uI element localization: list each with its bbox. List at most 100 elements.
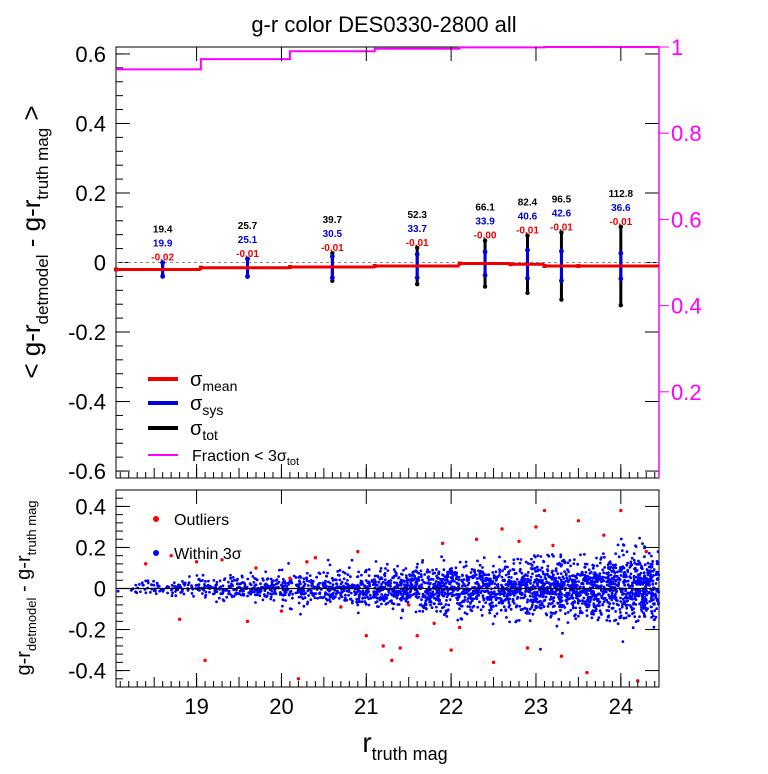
- legend-tot-label: σtot: [190, 418, 218, 443]
- tot-errorbar-cap: [482, 284, 488, 289]
- top-y-axis: 0.6 0.4 0.2 0 -0.2 -0.4 -0.6: [68, 42, 659, 484]
- tot-errorbar-cap: [414, 281, 420, 287]
- outlier-point: [602, 533, 606, 537]
- outlier-point: [542, 508, 547, 513]
- right-y-tick-label: 0.4: [671, 294, 702, 319]
- x-axis-title: rtruth mag: [362, 727, 447, 764]
- top-y-tick-label: -0.6: [68, 459, 106, 484]
- bin-label-sys: 19.9: [153, 239, 173, 250]
- bin-label-sys: 42.6: [552, 208, 572, 219]
- outlier-point: [474, 537, 479, 541]
- tot-errorbar-cap: [414, 245, 420, 250]
- sys-errorbar-cap: [559, 278, 564, 284]
- mean-bin-edge-marker: [198, 265, 203, 270]
- legend-outlier-marker: [153, 516, 159, 522]
- sys-errorbar-cap: [482, 249, 488, 255]
- right-y-tick-label: 0.2: [671, 380, 702, 405]
- bin-label-sys: 25.1: [238, 235, 258, 246]
- bin-label-tot: 112.8: [609, 189, 634, 200]
- outlier-point: [491, 660, 496, 665]
- outlier-point: [220, 558, 224, 562]
- outlier-point: [636, 679, 640, 683]
- bottom-y-axis: 0.4 0.2 0 -0.2 -0.4: [68, 494, 659, 684]
- sys-errorbar-cap: [160, 273, 166, 279]
- top-legend: σmean σsys σtot Fraction < 3σtot: [148, 369, 299, 468]
- sys-errorbar-cap: [245, 256, 250, 262]
- top-y-tick-label: 0: [94, 251, 106, 276]
- sys-errorbar-cap: [329, 275, 335, 281]
- bottom-panel: 0.4 0.2 0 -0.2 -0.4 19 20 21 22 23 24 Outliers Wi…: [68, 47, 661, 719]
- bin-label-mean: -0.01: [321, 243, 344, 254]
- sys-errorbar-cap: [160, 260, 166, 265]
- outlier-point: [585, 670, 589, 675]
- bin-label-tot: 39.7: [323, 215, 343, 226]
- top-y-tick-label: 0.2: [75, 181, 106, 206]
- right-y-tick-label: 0.6: [671, 207, 702, 232]
- top-y-axis-title: < g-rdetmodel - g-rtruth mag >: [16, 105, 52, 378]
- bin-label-sys: 36.6: [611, 203, 631, 214]
- outlier-point: [559, 654, 564, 658]
- x-tick-label: 22: [439, 694, 463, 719]
- outlier-point: [254, 566, 258, 570]
- outlier-point: [381, 644, 385, 648]
- legend-sys-label: σsys: [190, 393, 223, 418]
- bottom-x-axis: 19 20 21 22 23 24: [119, 47, 656, 719]
- right-y-tick-label: 1: [671, 35, 683, 60]
- legend-fraction-label: Fraction < 3σtot: [192, 448, 299, 468]
- mean-bin-edge-marker: [372, 263, 377, 268]
- bottom-y-tick-label: -0.2: [68, 618, 106, 643]
- sys-errorbar-cap: [245, 274, 250, 279]
- outlier-point: [415, 633, 419, 638]
- bin-errorbars: [114, 224, 659, 308]
- outlier-point: [644, 549, 648, 554]
- outlier-point: [619, 508, 623, 513]
- sys-errorbar-cap: [618, 276, 624, 282]
- residual-points: [116, 508, 661, 683]
- outlier-point: [525, 646, 530, 650]
- tot-errorbar-cap: [559, 297, 564, 302]
- outlier-point: [398, 646, 402, 650]
- outlier-point: [390, 658, 394, 663]
- top-right-axis: 1 0.8 0.6 0.4 0.2: [658, 35, 702, 478]
- outlier-point: [203, 658, 207, 663]
- x-tick-label: 20: [269, 694, 293, 719]
- outlier-point: [339, 605, 343, 609]
- outlier-point: [407, 603, 411, 607]
- sys-errorbar-cap: [482, 272, 488, 278]
- mean-bin-edge-marker: [542, 263, 547, 268]
- bottom-legend: Outliers Within 3σ: [153, 512, 242, 563]
- outlier-point: [169, 553, 173, 558]
- outlier-point: [288, 576, 292, 580]
- top-y-tick-label: -0.4: [68, 390, 106, 415]
- outlier-point: [305, 560, 309, 564]
- bin-labels: 19.4 19.9 -0.02 25.7 25.1 -0.01 39.7 30.5 -0.01 5…: [151, 189, 633, 264]
- tot-errorbar-cap: [525, 290, 530, 296]
- within-points: [116, 536, 661, 651]
- mean-bin-edge-marker: [457, 261, 462, 266]
- bin-label-sys: 40.6: [518, 212, 538, 223]
- bin-label-tot: 66.1: [475, 203, 495, 214]
- bin-label-sys: 33.7: [407, 224, 427, 235]
- outlier-point: [440, 541, 445, 546]
- tot-errorbar-cap: [559, 230, 564, 235]
- legend-within-label: Within 3σ: [174, 546, 242, 563]
- outlier-point: [517, 539, 521, 544]
- x-tick-label: 23: [524, 694, 548, 719]
- bin-label-tot: 52.3: [407, 210, 427, 221]
- sys-errorbar-cap: [525, 275, 530, 281]
- outlier-point: [194, 560, 199, 564]
- bin-label-tot: 96.5: [552, 194, 572, 205]
- fraction-step-path: [116, 46, 659, 71]
- legend-mean-label: σmean: [190, 369, 237, 394]
- tot-errorbar-cap: [482, 238, 488, 243]
- outlier-point: [449, 648, 453, 652]
- outlier-point: [534, 525, 538, 529]
- sys-errorbar-cap: [618, 250, 624, 256]
- sys-errorbar-cap: [414, 275, 420, 281]
- right-y-tick-label: 0.8: [671, 121, 702, 146]
- bottom-y-tick-label: 0: [94, 577, 106, 602]
- outlier-point: [457, 625, 462, 630]
- sys-errorbar-cap: [414, 251, 420, 257]
- bin-label-mean: -0.01: [550, 222, 573, 233]
